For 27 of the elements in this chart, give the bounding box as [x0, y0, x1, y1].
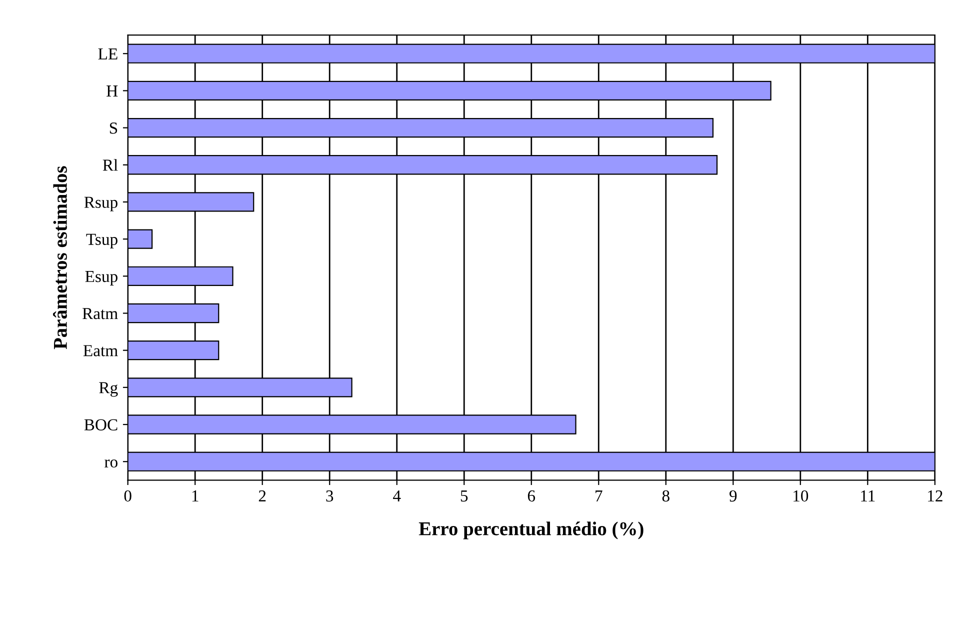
- y-tick-label: S: [110, 122, 118, 134]
- y-tick-label: LE: [98, 48, 118, 60]
- y-tick-label: Ratm: [82, 308, 118, 320]
- x-tick-label: 9: [730, 490, 737, 502]
- x-tick-label: 2: [258, 490, 266, 502]
- y-tick-label: Rl: [102, 159, 118, 171]
- y-tick-label: ro: [104, 460, 118, 468]
- x-tick-label: 7: [596, 490, 602, 502]
- y-tick-label: H: [106, 86, 118, 96]
- x-tick-label: 1: [192, 490, 198, 502]
- x-tick-label: 6: [528, 490, 536, 502]
- x-tick-label: 8: [662, 490, 670, 502]
- x-tick-label: 5: [460, 490, 468, 502]
- x-tick-label: 3: [326, 490, 334, 502]
- y-tick-label: Esup: [85, 271, 118, 286]
- x-tick-label: 4: [393, 490, 401, 502]
- y-tick-label: Eatm: [83, 345, 118, 356]
- y-axis-title: Parâmetros estimados: [53, 166, 67, 350]
- y-tick-label: BOC: [84, 419, 118, 430]
- x-tick-label: 12: [928, 490, 942, 502]
- x-tick-label: 0: [124, 490, 132, 502]
- y-tick-label: Rg: [99, 382, 118, 397]
- x-axis-title: Erro percentual médio (%): [418, 522, 644, 540]
- x-tick-label: 11: [861, 490, 875, 502]
- y-tick-label: Rsup: [84, 196, 118, 212]
- y-tick-label: Tsup: [86, 234, 118, 248]
- x-tick-label: 10: [794, 490, 808, 502]
